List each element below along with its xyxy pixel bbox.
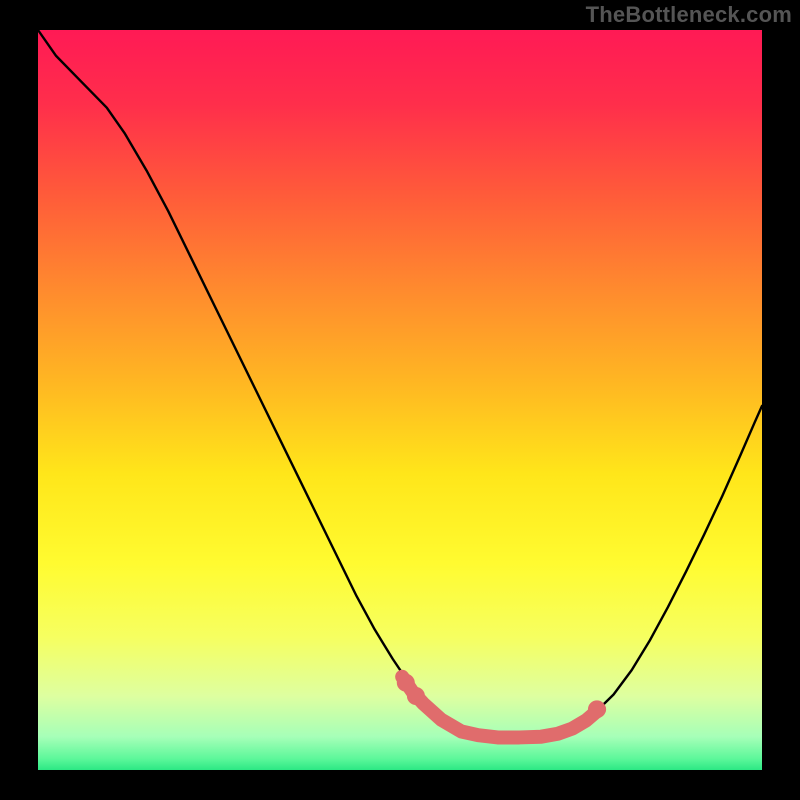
gradient-background	[38, 30, 762, 770]
highlight-marker-2	[588, 700, 606, 718]
highlight-marker-1	[407, 687, 425, 705]
bottleneck-curve-chart	[0, 0, 800, 800]
chart-stage: TheBottleneck.com	[0, 0, 800, 800]
